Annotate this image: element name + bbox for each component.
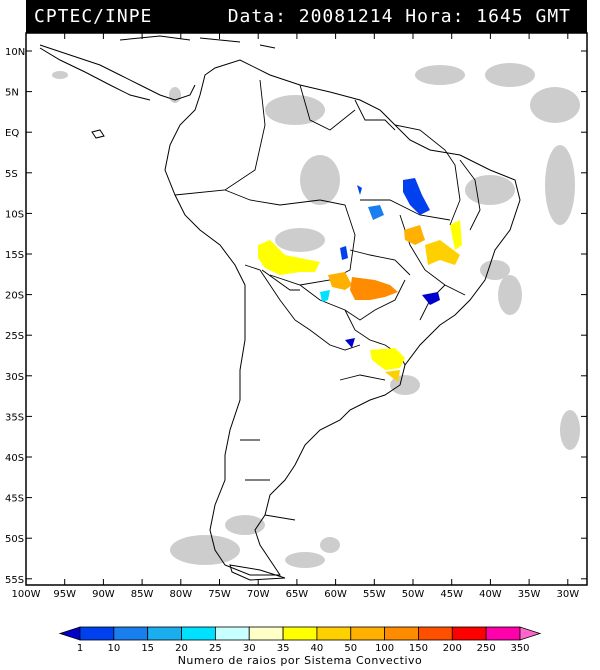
storm-cell xyxy=(368,205,384,220)
lat-label: 15S xyxy=(5,250,24,261)
colorbar-segment xyxy=(79,626,115,641)
lon-label: 30W xyxy=(556,589,579,600)
lat-label: 45S xyxy=(5,494,24,505)
country-borders xyxy=(174,79,481,521)
colorbar-segment xyxy=(282,626,318,641)
colorbar-segment xyxy=(248,626,284,641)
lon-label: 45W xyxy=(440,589,463,600)
lon-label: 40W xyxy=(479,589,502,600)
colorbar-title: Numero de raios por Sistema Convectivo xyxy=(177,654,423,667)
caribbean-outline xyxy=(119,35,276,49)
colorbar-segment xyxy=(451,626,487,641)
lat-label: 50S xyxy=(5,534,24,545)
lat-label: 55S xyxy=(5,575,24,586)
storm-cell xyxy=(422,292,440,305)
colorbar-segment xyxy=(418,626,453,641)
colorbar-segment xyxy=(485,626,521,641)
storm-cell xyxy=(450,220,462,250)
storm-cell xyxy=(345,338,355,348)
colorbar-segment xyxy=(147,626,182,641)
lon-label: 75W xyxy=(208,589,231,600)
lat-label: 10S xyxy=(5,209,24,220)
lat-label: 20S xyxy=(5,291,24,302)
storm-cell xyxy=(320,290,330,302)
storm-cell xyxy=(425,240,460,265)
lat-label: EQ xyxy=(5,128,19,139)
storm-cell xyxy=(385,370,400,382)
colorbar-segment xyxy=(214,626,250,641)
longitude-axis: 100W 95W 90W 85W 80W 75W 70W 65W 60W 55W 50W 45W 40W… xyxy=(12,33,579,600)
colorbar-segment xyxy=(350,626,386,641)
colorbar-tick-label: 50 xyxy=(344,643,357,654)
lat-label: 25S xyxy=(5,331,24,342)
lon-label: 60W xyxy=(324,589,347,600)
storm-cell xyxy=(350,277,398,300)
colorbar-tick-label: 250 xyxy=(477,643,496,654)
lon-label: 80W xyxy=(169,589,192,600)
colorbar-segment xyxy=(181,626,216,641)
map-frame xyxy=(25,32,588,586)
colorbar-right-arrow xyxy=(519,626,542,641)
lat-label: 30S xyxy=(5,372,24,383)
lon-label: 65W xyxy=(286,589,309,600)
colorbar-tick-label: 1 xyxy=(77,643,83,654)
colorbar-tick-label: 35 xyxy=(277,643,290,654)
colorbar-segment xyxy=(113,626,149,641)
colorbar-tick-label: 40 xyxy=(311,643,324,654)
map-header: CPTEC/INPE Data: 20081214 Hora: 1645 GMT xyxy=(26,0,587,33)
lon-label: 100W xyxy=(12,589,41,600)
storm-cell xyxy=(340,246,348,260)
colorbar-tick-label: 15 xyxy=(141,643,154,654)
storm-cell xyxy=(370,348,405,370)
colorbar: 1 10 15 20 25 30 35 40 50 100 150 200 250 350 xyxy=(58,626,542,654)
lat-label: 5S xyxy=(5,169,18,180)
lat-label: 35S xyxy=(5,412,24,423)
lat-label: 5N xyxy=(5,88,19,99)
colorbar-tick-label: 100 xyxy=(375,643,394,654)
storm-cell xyxy=(403,178,430,215)
lon-label: 85W xyxy=(131,589,154,600)
colorbar-tick-label: 10 xyxy=(107,643,120,654)
storm-cell xyxy=(258,240,320,275)
colorbar-tick-label: 200 xyxy=(443,643,462,654)
storm-cell xyxy=(357,185,362,195)
colorbar-tick-label: 350 xyxy=(510,643,529,654)
galapagos-outline xyxy=(91,129,105,139)
convective-systems xyxy=(258,178,462,382)
datetime-label: Data: 20081214 Hora: 1645 GMT xyxy=(227,6,571,27)
lon-label: 50W xyxy=(402,589,425,600)
tierra-del-fuego-outline xyxy=(229,564,286,581)
latitude-axis: 10N 5N EQ 5S 10S 15S 20S 25S 30S 35S 40S 45S 50S 55S xyxy=(5,47,587,586)
lat-label: 10N xyxy=(5,47,25,58)
colorbar-tick-label: 150 xyxy=(409,643,428,654)
source-label: CPTEC/INPE xyxy=(34,6,153,27)
south-america-outline xyxy=(164,59,521,576)
lon-label: 55W xyxy=(363,589,386,600)
colorbar-segment xyxy=(384,626,419,641)
lon-label: 95W xyxy=(53,589,76,600)
colorbar-tick-label: 25 xyxy=(209,643,222,654)
cloud-layer xyxy=(52,63,580,568)
colorbar-tick-label: 30 xyxy=(243,643,256,654)
colorbar-tick-label: 20 xyxy=(175,643,188,654)
storm-cell xyxy=(328,272,352,290)
colorbar-left-arrow xyxy=(58,626,81,641)
lon-label: 90W xyxy=(92,589,115,600)
central-america-outline xyxy=(39,44,196,101)
storm-cell xyxy=(404,225,425,245)
lon-label: 35W xyxy=(518,589,541,600)
lat-label: 40S xyxy=(5,453,24,464)
colorbar-segment xyxy=(316,626,352,641)
lon-label: 70W xyxy=(247,589,270,600)
